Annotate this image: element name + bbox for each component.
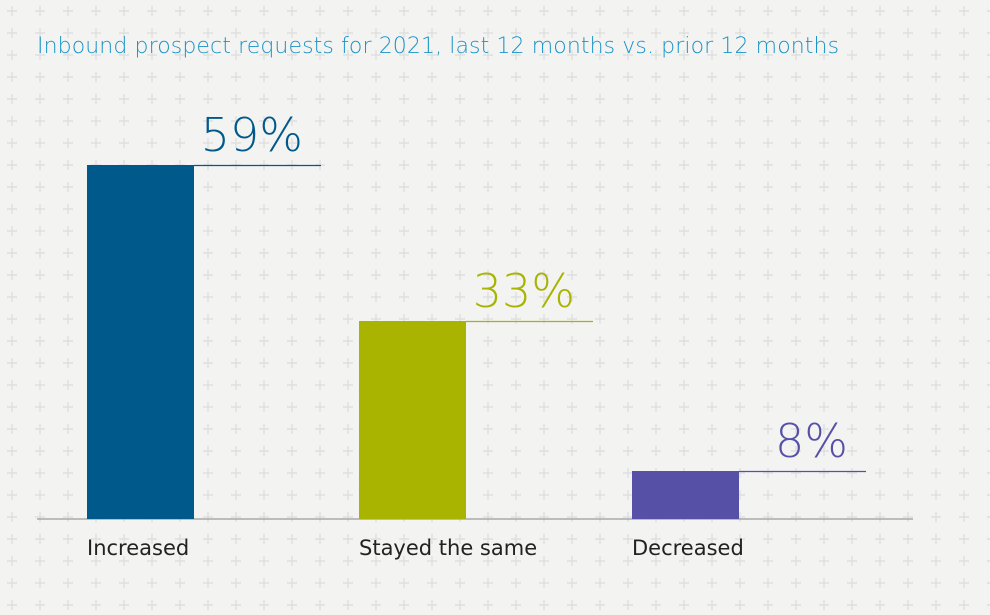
category-label-3: Decreased <box>632 536 744 560</box>
value-label-2: 33% <box>473 264 575 318</box>
value-label-3: 8% <box>775 414 848 468</box>
bar-3 <box>632 471 739 519</box>
chart-title: Inbound prospect requests for 2021, last… <box>37 34 840 59</box>
bar-2 <box>359 321 466 519</box>
value-label-1: 59% <box>201 108 303 162</box>
bar-1 <box>87 165 194 519</box>
category-label-2: Stayed the same <box>359 536 537 560</box>
category-label-1: Increased <box>87 536 189 560</box>
